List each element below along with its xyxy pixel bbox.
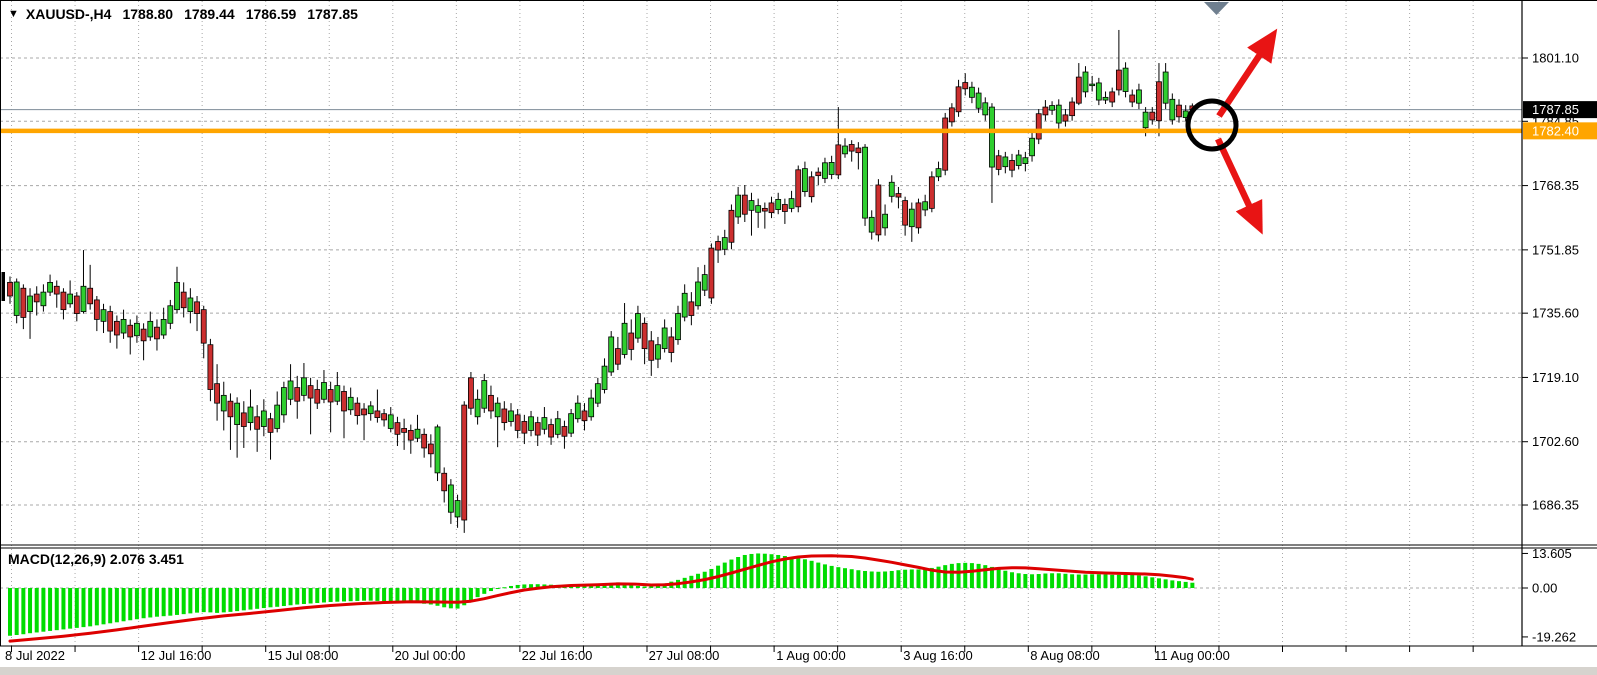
time-axis-label: 22 Jul 16:00 [522,648,593,663]
price-axis-label: 1751.85 [1532,242,1579,257]
price-axis-label: 1686.35 [1532,498,1579,513]
price-axis[interactable]: 1801.101784.851768.351751.851735.601719.… [1522,51,1579,645]
ohlc-low: 1786.59 [245,6,297,22]
macd-axis-label: -19.262 [1532,629,1576,644]
time-axis[interactable]: 8 Jul 2022 12 Jul 16:00 15 Jul 08:00 20 Jul… [5,646,1474,663]
price-axis-label: 1801.10 [1532,51,1579,66]
scroll-marker-icon[interactable] [1204,2,1229,15]
price-axis-label: 1768.35 [1532,178,1579,193]
time-axis-label: 8 Jul 2022 [5,648,65,663]
ohlc-high: 1789.44 [184,6,235,22]
time-axis-label: 3 Aug 16:00 [903,648,972,663]
grid-layer [0,1,1522,646]
time-axis-label: 1 Aug 00:00 [776,648,845,663]
indicator-label: MACD(12,26,9) 2.076 3.451 [8,551,184,567]
annotation-circle[interactable] [1185,98,1239,152]
svg-text:1782.40: 1782.40 [1532,123,1579,138]
ohlc-close: 1787.85 [307,6,358,22]
ohlc-open: 1788.80 [122,6,174,22]
macd-axis-label: 0.00 [1532,581,1557,596]
price-axis-label: 1735.60 [1532,306,1579,321]
bottom-strip [0,667,1597,675]
svg-text:1787.85: 1787.85 [1532,102,1579,117]
price-badges: 1787.85 1782.40 [1523,101,1597,140]
current-price-badge [1523,101,1597,119]
symbol-label: XAUUSD-,H4 [25,6,112,22]
time-axis-label: 11 Aug 00:00 [1154,648,1230,663]
price-axis-label: 1719.10 [1532,370,1579,385]
symbol-dropdown-icon[interactable]: ▼ [8,7,19,20]
time-axis-label: 12 Jul 16:00 [141,648,212,663]
left-edge-partial-candle [1,272,5,301]
orange-level-badge [1523,122,1597,140]
panel-borders [0,0,1597,647]
time-axis-label: 8 Aug 08:00 [1030,648,1099,663]
chart-title: ▼ XAUUSD-,H4 1788.80 1789.44 1786.59 178… [8,6,358,22]
macd-histogram [8,553,1195,636]
macd-signal-line [8,554,1194,643]
candlestick-layer [7,29,1196,533]
time-axis-label: 27 Jul 08:00 [649,648,720,663]
price-axis-label: 1702.60 [1532,434,1579,449]
macd-axis-label: 13.605 [1532,546,1572,561]
time-axis-label: 20 Jul 00:00 [395,648,466,663]
annotation-arrow-down[interactable] [1215,137,1263,235]
time-axis-label: 15 Jul 08:00 [268,648,339,663]
